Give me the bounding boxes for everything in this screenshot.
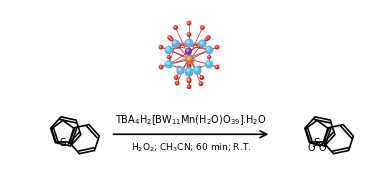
Circle shape: [160, 66, 161, 67]
Circle shape: [187, 69, 189, 72]
Circle shape: [165, 46, 172, 54]
Circle shape: [159, 45, 163, 49]
Circle shape: [206, 38, 207, 39]
Circle shape: [216, 46, 217, 47]
Circle shape: [187, 70, 189, 73]
Circle shape: [215, 45, 219, 49]
Circle shape: [187, 79, 191, 83]
Circle shape: [187, 55, 189, 58]
Text: O: O: [319, 143, 327, 153]
Circle shape: [167, 56, 170, 59]
Circle shape: [199, 82, 203, 85]
Circle shape: [178, 68, 181, 71]
Circle shape: [188, 78, 189, 80]
Circle shape: [175, 26, 176, 28]
Circle shape: [169, 36, 170, 38]
Circle shape: [186, 48, 191, 54]
Circle shape: [201, 76, 202, 78]
Circle shape: [187, 64, 191, 68]
Circle shape: [186, 68, 192, 75]
Circle shape: [170, 38, 173, 41]
Circle shape: [186, 39, 192, 46]
Circle shape: [205, 38, 208, 41]
Circle shape: [200, 82, 201, 84]
Text: H$_2$O$_2$; CH$_3$CN; 60 min; R.T.: H$_2$O$_2$; CH$_3$CN; 60 min; R.T.: [131, 141, 251, 154]
Circle shape: [177, 67, 184, 74]
Circle shape: [187, 57, 190, 60]
Circle shape: [206, 36, 210, 39]
Circle shape: [170, 38, 172, 39]
Circle shape: [172, 40, 179, 47]
Circle shape: [198, 67, 199, 68]
Circle shape: [187, 62, 191, 65]
Circle shape: [206, 61, 213, 68]
Circle shape: [208, 56, 209, 57]
Circle shape: [206, 46, 213, 54]
Circle shape: [187, 40, 189, 43]
Circle shape: [200, 41, 203, 44]
Circle shape: [165, 61, 172, 68]
Circle shape: [186, 56, 194, 64]
Text: S: S: [60, 138, 66, 148]
Circle shape: [187, 21, 191, 25]
Circle shape: [187, 85, 191, 88]
Circle shape: [168, 36, 172, 39]
Circle shape: [177, 66, 180, 69]
Circle shape: [216, 66, 217, 67]
Circle shape: [188, 85, 189, 87]
Circle shape: [160, 46, 161, 47]
Circle shape: [186, 49, 189, 51]
Circle shape: [188, 63, 189, 64]
Circle shape: [187, 33, 191, 36]
Circle shape: [175, 76, 178, 79]
Circle shape: [177, 45, 180, 48]
Circle shape: [168, 56, 169, 57]
Circle shape: [176, 82, 177, 83]
Circle shape: [188, 65, 189, 66]
Circle shape: [201, 26, 203, 28]
Text: S: S: [314, 138, 321, 148]
Circle shape: [159, 65, 163, 69]
Circle shape: [167, 47, 169, 50]
Circle shape: [208, 56, 211, 59]
Circle shape: [167, 62, 169, 64]
Circle shape: [201, 26, 204, 29]
Circle shape: [187, 78, 191, 81]
Circle shape: [199, 40, 206, 47]
Text: O: O: [307, 143, 315, 153]
Circle shape: [174, 41, 176, 44]
Circle shape: [198, 45, 199, 47]
Text: TBA$_4$H$_2$[BW$_{11}$Mn(H$_2$O)O$_{39}$].H$_2$O: TBA$_4$H$_2$[BW$_{11}$Mn(H$_2$O)O$_{39}$…: [115, 114, 267, 127]
Circle shape: [207, 36, 208, 38]
Circle shape: [194, 67, 201, 74]
Circle shape: [207, 62, 209, 64]
Circle shape: [215, 65, 219, 69]
Circle shape: [178, 45, 179, 47]
Circle shape: [174, 26, 177, 29]
Circle shape: [200, 76, 203, 79]
Circle shape: [195, 68, 198, 71]
Circle shape: [188, 33, 189, 35]
Circle shape: [188, 22, 189, 23]
Circle shape: [186, 69, 192, 76]
Circle shape: [178, 67, 179, 68]
Circle shape: [175, 81, 179, 85]
Circle shape: [198, 66, 201, 69]
Circle shape: [207, 47, 209, 50]
Circle shape: [175, 76, 177, 78]
Circle shape: [198, 45, 201, 48]
Circle shape: [186, 54, 192, 61]
Circle shape: [188, 80, 189, 81]
